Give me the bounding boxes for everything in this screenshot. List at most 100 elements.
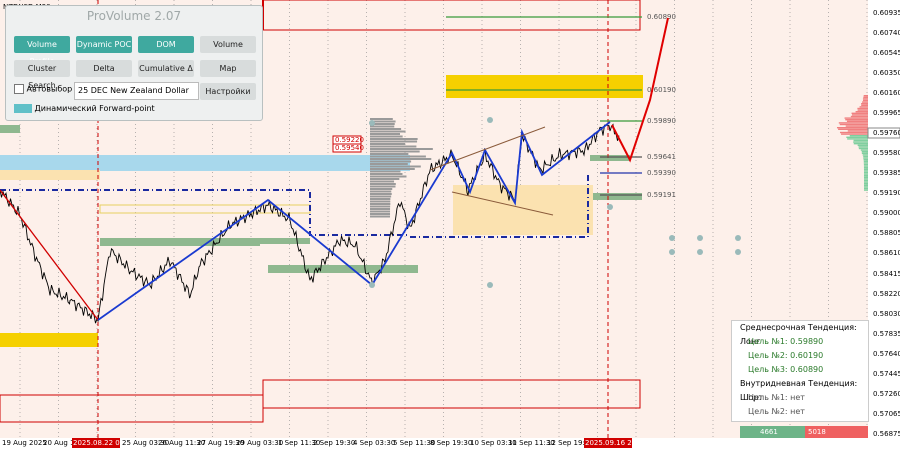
volume-bar [370,120,396,123]
volume-bar [370,165,421,168]
time-label: 19 Aug 2025 [2,439,47,447]
red-trend [0,189,99,321]
time-axis [0,438,868,451]
time-label: 10 Sep 03:30 [470,439,517,447]
yellow-zone [446,75,643,98]
volume-bar [861,151,868,153]
volume-bar [846,136,868,138]
volume-bar [370,175,407,178]
zone [170,238,310,244]
price-label: 0.57260 [873,390,900,398]
tool-button[interactable]: Map [200,60,256,77]
volume-bar [370,213,391,215]
level-label: 0.60190 [647,86,676,94]
volume-bar [370,190,392,193]
volume-bar [370,188,393,190]
volume-bar [863,162,868,164]
auto-select[interactable]: Автовыбор [14,84,72,94]
volume-bar [863,178,868,180]
price-label: 0.59965 [873,109,900,117]
volume-bar [370,168,415,170]
volume-bar [370,200,391,203]
price-label: 0.58805 [873,229,900,237]
volume-bar [863,95,868,97]
volume-bar [370,203,391,205]
volume-bar [845,125,868,127]
volume-bar [370,160,412,163]
zone [590,155,630,161]
current-price-box [867,127,900,139]
settings-button[interactable]: Настройки [200,83,256,100]
time-label: 2025.09.16 21:00 [585,439,647,447]
volume-bar [863,165,868,167]
forward-point-label: Динамический Forward-point [34,104,155,113]
tool-button[interactable]: Dynamic POC [76,36,132,53]
volume-bar [370,150,420,153]
volume-bar [839,123,868,126]
marker [669,235,675,241]
marker [697,249,703,255]
volume-bar [863,163,868,166]
volume-bar [370,128,402,130]
level-label: 0.60890 [647,13,676,21]
volume-bar [370,140,418,143]
zone [0,170,100,180]
trend-line: Цель №1: 0.59890 [748,337,824,346]
marker [487,282,493,288]
tool-button[interactable]: Volume [200,36,256,53]
price-label: 0.59190 [873,189,900,197]
price-label: 0.57445 [873,370,900,378]
volume-bar [863,167,868,169]
orange-zone [453,185,593,235]
provolume-panel: ProVolume 2.07 Volume Profile Dynamic POC… [5,5,263,121]
price-label: 0.60740 [873,29,900,37]
marker [369,282,375,288]
volume-bar [849,135,868,137]
volume-bar [861,152,868,154]
volume-bar [863,184,868,186]
volume-bar [370,118,393,120]
blue-zone [0,155,410,171]
tool-button[interactable]: Volume Profile [14,36,70,66]
volume-bar [857,109,868,111]
tool-button[interactable]: DOM [138,36,194,53]
tool-button[interactable]: Cumulative Δ [138,60,194,77]
volume-bar [853,141,868,143]
volume-bar [857,144,868,146]
level-label: 0.59390 [647,169,676,177]
volume-bar [862,98,868,100]
volume-bar [860,149,868,151]
price-label: 0.60935 [873,9,900,17]
delta-buy [740,426,805,438]
volume-bar [838,128,868,130]
time-highlight [72,438,120,448]
trend-line: Цель №3: 0.60890 [748,365,824,374]
tool-button[interactable]: Delta [76,60,132,77]
instrument-select[interactable]: 25 DEC New Zealand Dollar [74,82,199,100]
level-label: 0.59890 [647,117,676,125]
delta-buy-label: 4661 [760,428,778,436]
volume-bar [863,171,868,174]
volume-bar [858,147,868,150]
volume-bar [863,155,868,158]
auto-select-label: Автовыбор [26,84,73,94]
tool-button[interactable]: Cluster Search [14,60,70,90]
volume-bar [370,130,406,133]
price-label: 0.57065 [873,410,900,418]
volume-bar [370,148,433,150]
volume-bar [859,106,868,108]
price-label: 0.60160 [873,89,900,97]
forward-point[interactable]: Динамический Forward-point [14,104,155,113]
volume-bar [838,122,868,124]
price-axis [868,0,900,451]
volume-bar [847,138,868,140]
price-label: 0.58220 [873,290,900,298]
time-label: 29 Aug 03:30 [236,439,283,447]
yellow-zone [0,333,98,347]
volume-bar [370,125,395,128]
panel-title: ProVolume 2.07 [86,9,182,23]
volume-bar [370,143,406,145]
volume-bar [370,198,391,200]
trend-line: Цель №1: нет [748,393,805,402]
